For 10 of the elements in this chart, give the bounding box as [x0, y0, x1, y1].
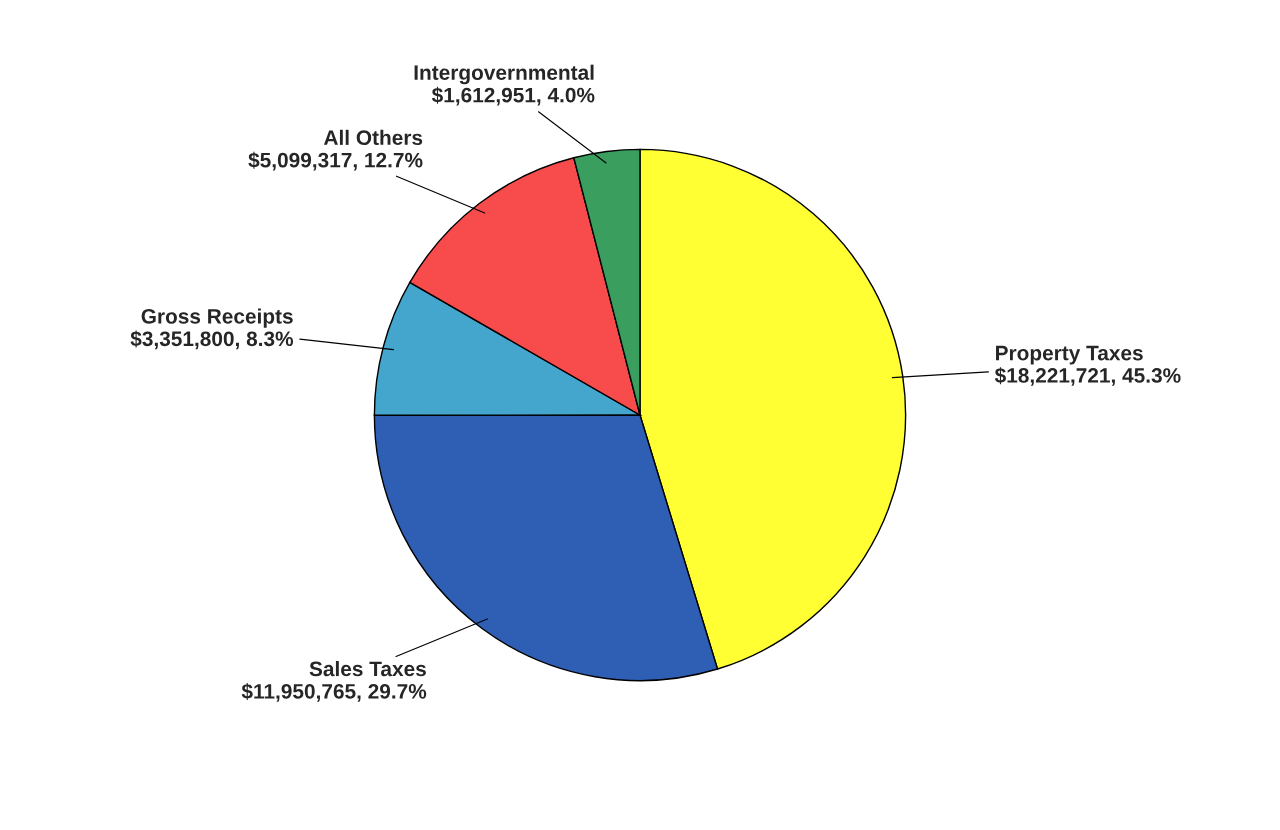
data-label: $3,351,800, 8.3%: [130, 330, 294, 350]
data-label: $1,612,951, 4.0%: [431, 86, 595, 106]
slice-label: Property Taxes: [996, 345, 1143, 365]
data-label: $18,221,721, 45.3%: [994, 367, 1181, 386]
slice-label: Intergovernmental: [414, 64, 594, 85]
slice-label: Sales Taxes: [309, 660, 426, 677]
data-label: $5,099,317, 12.7%: [248, 151, 423, 171]
slice-label: Gross Receipts: [141, 308, 293, 328]
slice-label: All Others: [323, 129, 423, 146]
data-label: $11,950,765, 29.7%: [241, 683, 427, 702]
